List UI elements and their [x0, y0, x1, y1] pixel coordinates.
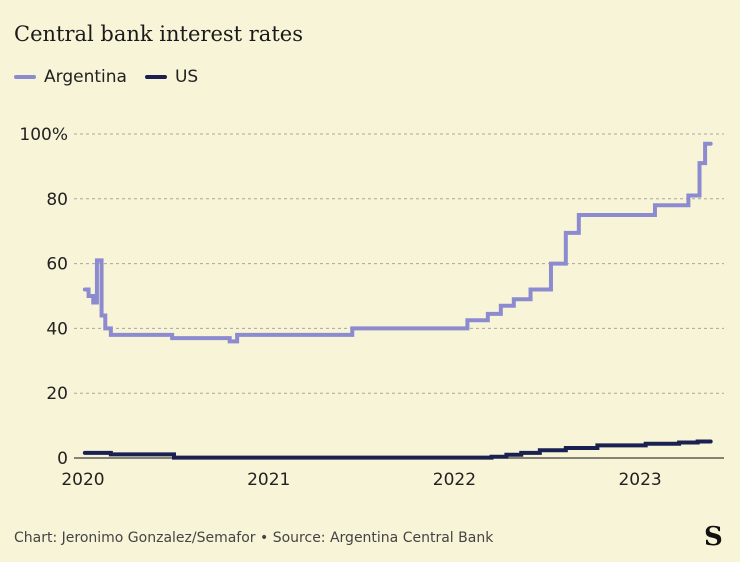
legend-item-argentina: Argentina	[14, 67, 127, 87]
legend-label: Argentina	[44, 67, 127, 87]
x-tick-label: 2023	[618, 470, 661, 490]
series-line-argentina	[82, 141, 713, 344]
x-tick-label: 2020	[61, 470, 104, 490]
y-tick-label: 80	[46, 190, 68, 210]
y-tick-label: 40	[46, 319, 68, 339]
x-tick-label: 2021	[247, 470, 290, 490]
legend: Argentina US	[14, 67, 198, 87]
y-tick-label: 100%	[19, 125, 68, 145]
legend-item-us: US	[144, 67, 199, 87]
chart-title: Central bank interest rates	[14, 22, 303, 46]
legend-swatch	[144, 75, 167, 79]
y-tick-label: 60	[46, 255, 68, 275]
series-line-us	[82, 439, 713, 460]
y-tick-label: 20	[46, 384, 68, 404]
semafor-logo: S	[704, 522, 723, 552]
legend-label: US	[174, 67, 199, 87]
legend-swatch	[14, 75, 36, 79]
x-tick-label: 2022	[433, 470, 476, 490]
source-note: Chart: Jeronimo Gonzalez/Semafor • Sourc…	[14, 530, 494, 546]
y-tick-label: 0	[57, 449, 68, 469]
